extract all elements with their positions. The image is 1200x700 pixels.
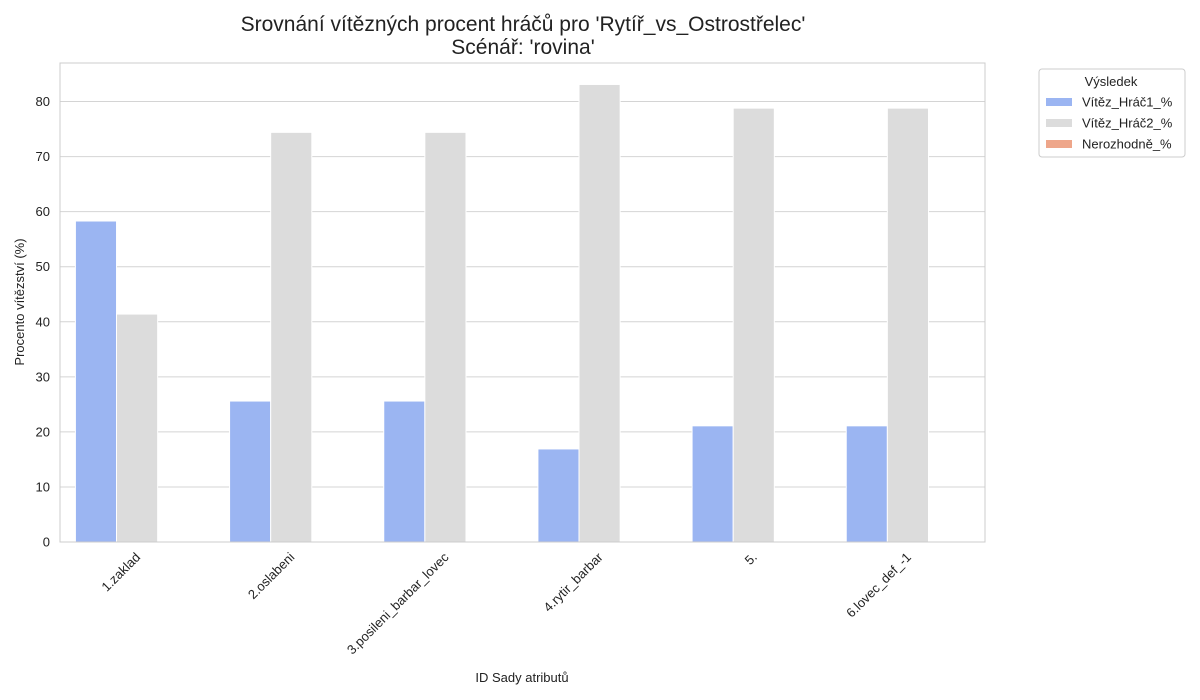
bar [116,313,159,543]
bar [886,107,929,543]
bar [229,400,272,543]
y-tick-label: 70 [36,149,50,164]
bar [691,425,734,543]
y-tick-label: 0 [43,535,50,550]
x-axis-label: ID Sady atributů [475,670,568,685]
legend-swatch [1046,140,1072,148]
bar [383,400,426,543]
y-tick-label: 30 [36,369,50,384]
y-tick-labels: 0 10 20 30 40 50 60 70 80 [36,94,50,549]
x-tick-label: 5. [742,550,760,568]
y-tick-label: 10 [36,479,50,494]
y-tick-label: 20 [36,424,50,439]
x-tick-label: 1.zaklad [98,550,143,595]
y-tick-label: 40 [36,314,50,329]
bar [845,425,888,543]
bar [424,131,467,543]
legend-swatch [1046,98,1072,106]
bar [578,83,621,543]
y-axis-label: Procento vítězství (%) [12,238,27,365]
x-tick-label: 3.posileni_barbar_lovec [344,549,452,657]
legend-box [1038,68,1186,158]
legend-label: Nerozhodně_% [1082,137,1172,152]
bars [74,83,929,543]
x-tick-labels: 1.zaklad 2.oslabeni 3.posileni_barbar_love… [98,549,914,657]
x-tick-label: 6.lovec_def_-1 [843,550,914,621]
bar [74,220,118,543]
legend-title: Výsledek [1085,74,1138,89]
plot-frame [59,62,986,543]
legend-swatch [1046,119,1072,127]
legend-items: Vítěz_Hráč1_% Vítěz_Hráč2_% Nerozhodně_% [1046,95,1173,152]
legend-label: Vítěz_Hráč1_% [1082,95,1173,110]
x-tick-label: 4.rytir_barbar [540,549,606,615]
chart-subtitle: Scénář: 'rovina' [451,36,594,59]
legend-label: Vítěz_Hráč2_% [1082,116,1173,131]
gridlines [60,101,985,543]
y-tick-label: 50 [36,259,50,274]
y-tick-label: 80 [36,94,50,109]
bar [537,448,580,543]
legend: Výsledek Vítěz_Hráč1_% Vítěz_Hráč2_% Neroz… [1038,68,1186,158]
bar [732,107,775,543]
chart-title: Srovnání vítězných procent hráčů pro 'Ry… [241,13,806,36]
bar [270,131,313,543]
x-tick-label: 2.oslabeni [245,549,298,602]
y-tick-label: 60 [36,204,50,219]
